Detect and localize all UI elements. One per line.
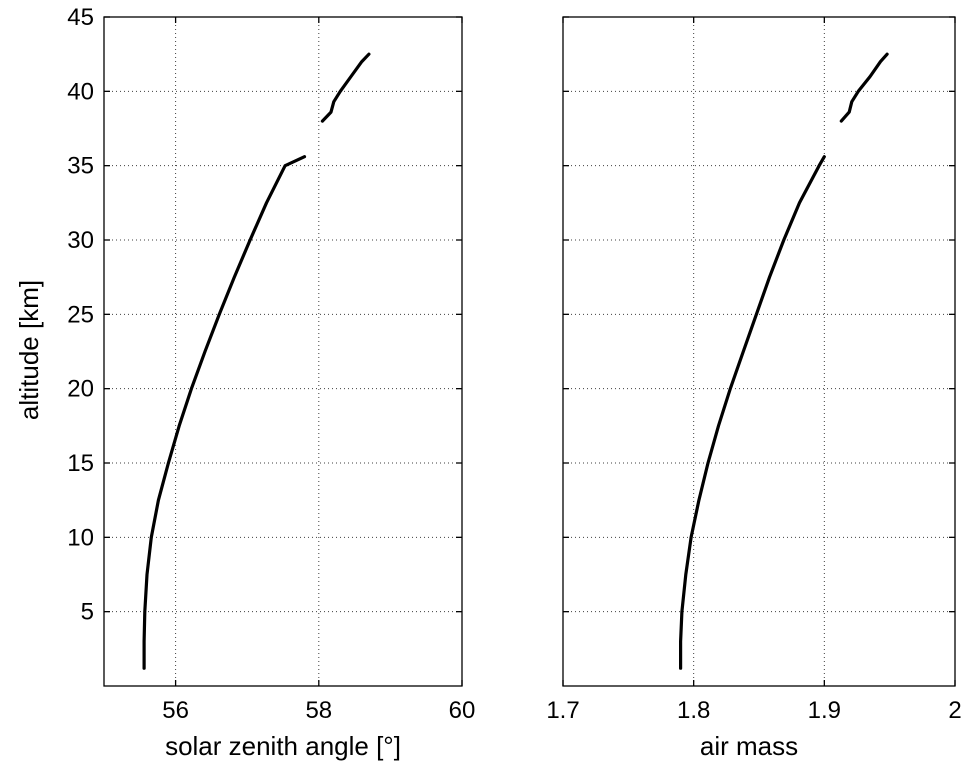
data-line-segment <box>839 52 889 123</box>
data-line-segment <box>678 155 826 670</box>
x-tick-label: 1.9 <box>808 697 841 724</box>
x-axis-label-air-mass: air mass <box>700 731 798 761</box>
air-mass-panel: 1.7 1.8 1.9 2 <box>546 16 962 724</box>
x-tick-label: 1.8 <box>677 697 710 724</box>
y-tick-label: 25 <box>67 301 94 328</box>
x-tick-label: 1.7 <box>546 697 579 724</box>
y-tick-label: 35 <box>67 153 94 180</box>
zenith-angle-panel: 56 58 60 5 10 15 20 25 30 35 40 45 <box>67 4 475 724</box>
x-tick-label: 2 <box>948 697 961 724</box>
x-axis-label-zenith: solar zenith angle [°] <box>165 731 401 761</box>
y-tick-label: 10 <box>67 524 94 551</box>
y-axis-label: altitude [km] <box>14 280 44 420</box>
y-tick-label: 15 <box>67 450 94 477</box>
x-tick-label: 56 <box>162 697 189 724</box>
y-tick-label: 5 <box>81 599 94 626</box>
plot-frame <box>562 16 956 687</box>
x-tick-label: 60 <box>449 697 476 724</box>
y-tick-label: 30 <box>67 227 94 254</box>
y-tick-label: 40 <box>67 78 94 105</box>
y-tick-label: 20 <box>67 376 94 403</box>
data-line-segment <box>142 155 307 670</box>
data-line-segment <box>320 52 371 123</box>
plot-frame <box>103 16 463 687</box>
x-tick-label: 58 <box>305 697 332 724</box>
y-tick-label: 45 <box>67 4 94 31</box>
